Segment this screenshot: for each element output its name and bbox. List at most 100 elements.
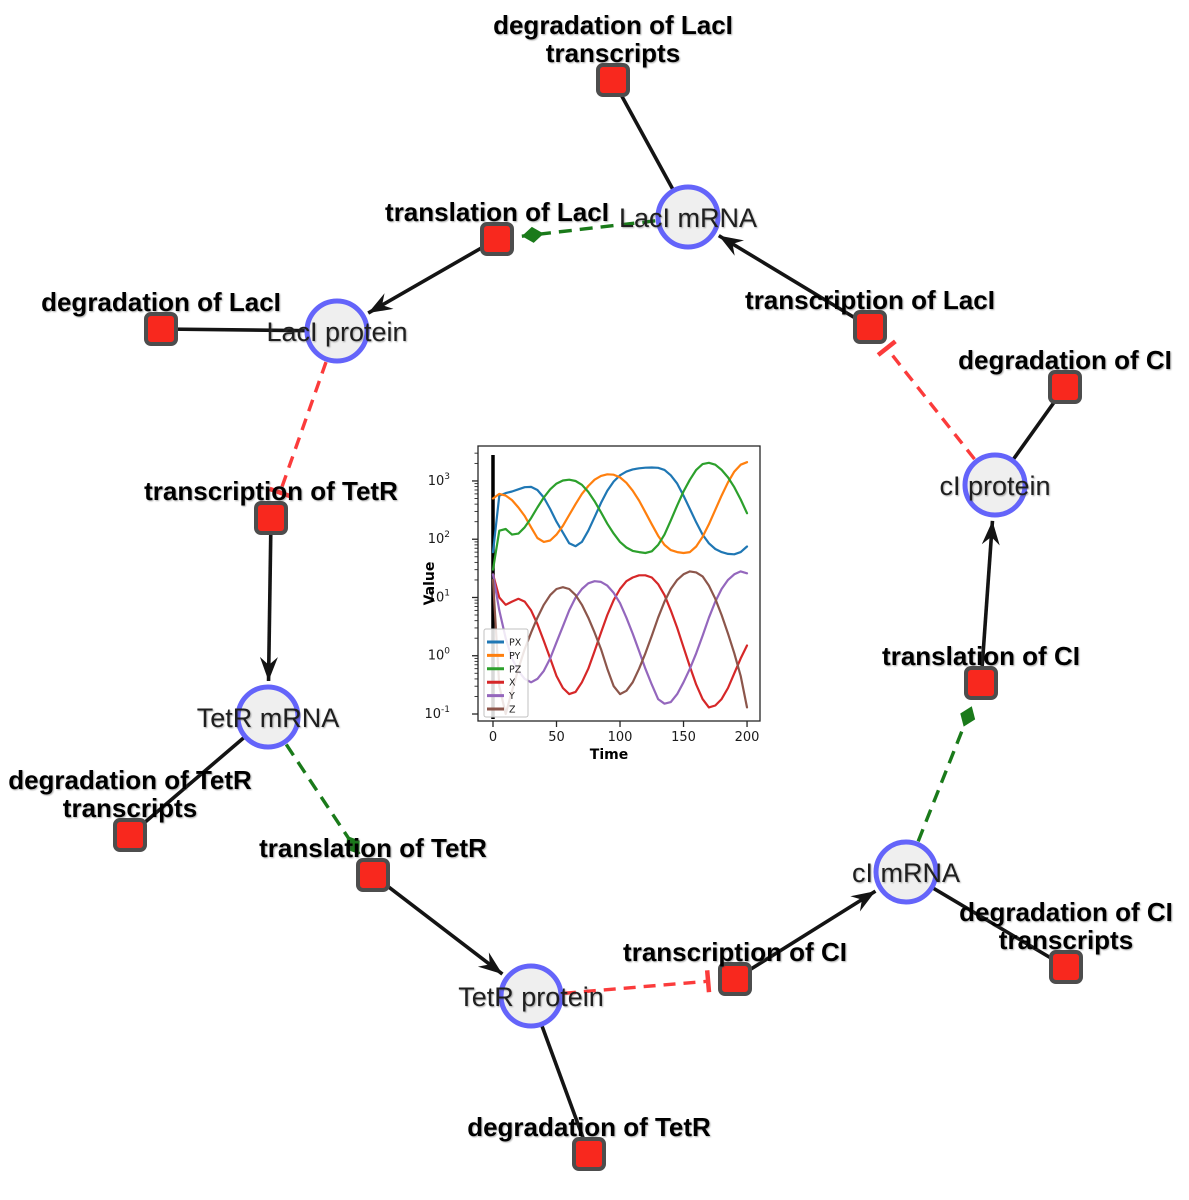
reaction-label: transcripts (546, 38, 680, 68)
reaction-label: degradation of TetR (467, 1112, 711, 1142)
reaction-square[interactable] (113, 818, 147, 852)
reaction-node-transcription-ci[interactable]: transcription of CI (623, 937, 847, 996)
species-circle[interactable] (962, 452, 1028, 518)
y-tick-label: 100 (428, 647, 451, 664)
edge-production-translation-tetr-tetr-protein (371, 873, 504, 976)
series-line-PX (491, 466, 749, 556)
species-node-laci-protein[interactable]: LacI protein (266, 298, 408, 364)
series-line-PZ (491, 461, 749, 571)
reaction-label: transcription of TetR (144, 476, 398, 506)
reaction-square[interactable] (596, 63, 630, 97)
edge-modifier-tetr-mrna-translation-tetr (284, 743, 361, 856)
species-label: TetR mRNA (197, 703, 340, 733)
reaction-node-deg-laci[interactable]: degradation of LacI (41, 287, 281, 346)
x-tick-label: 150 (671, 730, 696, 745)
species-circle[interactable] (235, 684, 301, 750)
x-tick-label: 100 (608, 730, 633, 745)
timecourse-plot: 0 50 100 150 200Time10310210110010-1ValuePXP… (422, 428, 780, 793)
reaction-label: transcription of CI (623, 937, 847, 967)
y-tick-label: 10-1 (424, 705, 450, 722)
reactions-layer: degradation of LacItranscriptstranslatio… (8, 10, 1173, 1171)
edge-modifier-ci-mrna-translation-ci (916, 705, 976, 842)
edge-modifier-laci-mrna-translation-laci (521, 219, 656, 243)
reaction-label: degradation of TetR (8, 765, 252, 795)
edge-inhibition-ci-protein-transcription-laci (876, 339, 976, 461)
species-node-tetr-mrna[interactable]: TetR mRNA (197, 684, 340, 750)
reaction-node-translation-laci[interactable]: translation of LacI (385, 197, 609, 256)
series-line-Y (491, 570, 749, 705)
reaction-label: transcripts (999, 925, 1133, 955)
edge-production-transcription-laci-laci-mrna (717, 234, 871, 329)
y-axis-label: Value (422, 562, 438, 606)
reaction-square[interactable] (356, 858, 390, 892)
reaction-square[interactable] (964, 666, 998, 700)
reaction-square[interactable] (144, 312, 178, 346)
x-tick-label: 50 (548, 730, 565, 745)
species-node-ci-protein[interactable]: cI protein (939, 452, 1051, 518)
y-tick-label: 103 (428, 472, 450, 489)
species-label: cI protein (939, 471, 1050, 501)
reaction-label: translation of TetR (259, 833, 487, 863)
reaction-square[interactable] (254, 501, 288, 535)
edge-production-translation-ci-ci-protein (979, 520, 1000, 684)
legend-label: Y (508, 691, 515, 702)
reaction-square[interactable] (853, 310, 887, 344)
species-circle[interactable] (304, 298, 370, 364)
legend-label: PX (509, 638, 522, 649)
legend-label: X (509, 678, 516, 689)
edge-inhibition-tetr-protein-transcription-ci (563, 970, 712, 995)
reaction-label: degradation of CI (959, 897, 1173, 927)
reaction-square[interactable] (1048, 370, 1082, 404)
edge-production-transcription-tetr-tetr-mrna (259, 517, 278, 682)
reaction-label: translation of LacI (385, 197, 609, 227)
species-circle[interactable] (873, 839, 939, 905)
reaction-square[interactable] (1049, 950, 1083, 984)
species-circle[interactable] (655, 184, 721, 250)
reaction-label: translation of CI (882, 641, 1080, 671)
species-label: LacI protein (266, 317, 407, 347)
reaction-node-deg-tetr[interactable]: degradation of TetR (467, 1112, 711, 1171)
species-label: TetR protein (458, 982, 604, 1012)
series-line-Z (491, 570, 749, 716)
edge-inhibition-laci-protein-transcription-tetr (268, 361, 328, 499)
species-label: cI mRNA (852, 858, 960, 888)
reaction-node-transcription-laci[interactable]: transcription of LacI (745, 285, 995, 344)
reaction-node-transcription-tetr[interactable]: transcription of TetR (144, 476, 398, 535)
reaction-node-translation-ci[interactable]: translation of CI (882, 641, 1080, 700)
y-tick-label: 102 (428, 530, 450, 547)
series-line-X (491, 573, 749, 709)
legend-label: PZ (509, 664, 522, 675)
y-tick-label: 101 (428, 588, 450, 605)
plot-legend: PX PY PZ XYZ (483, 628, 529, 718)
reaction-square[interactable] (480, 222, 514, 256)
reaction-label: transcription of LacI (745, 285, 995, 315)
reaction-node-translation-tetr[interactable]: translation of TetR (259, 833, 487, 892)
species-node-laci-mrna[interactable]: LacI mRNA (619, 184, 757, 250)
species-circle[interactable] (498, 963, 564, 1029)
reaction-label: degradation of LacI (493, 10, 733, 40)
edge-production-translation-laci-laci-protein (367, 237, 498, 315)
reaction-square[interactable] (718, 962, 752, 996)
reaction-label: degradation of LacI (41, 287, 281, 317)
reaction-label: transcripts (63, 793, 197, 823)
legend-label: Z (509, 705, 516, 716)
species-node-ci-mrna[interactable]: cI mRNA (852, 839, 960, 905)
edge-production-transcription-ci-ci-mrna (734, 889, 877, 981)
reaction-square[interactable] (572, 1137, 606, 1171)
plot-frame (477, 445, 761, 722)
species-node-tetr-protein[interactable]: TetR protein (458, 963, 604, 1029)
species-layer: LacI mRNA LacI protein TetR mRNA TetR prote… (197, 184, 1051, 1029)
legend-label: PY (509, 651, 521, 662)
series-layer (491, 461, 749, 716)
x-axis-label: Time (590, 747, 628, 763)
series-line-PY (491, 461, 749, 555)
reaction-node-deg-ci[interactable]: degradation of CI (958, 345, 1172, 404)
x-tick-label: 0 (489, 730, 497, 745)
reaction-label: degradation of CI (958, 345, 1172, 375)
x-tick-label: 200 (735, 730, 760, 745)
